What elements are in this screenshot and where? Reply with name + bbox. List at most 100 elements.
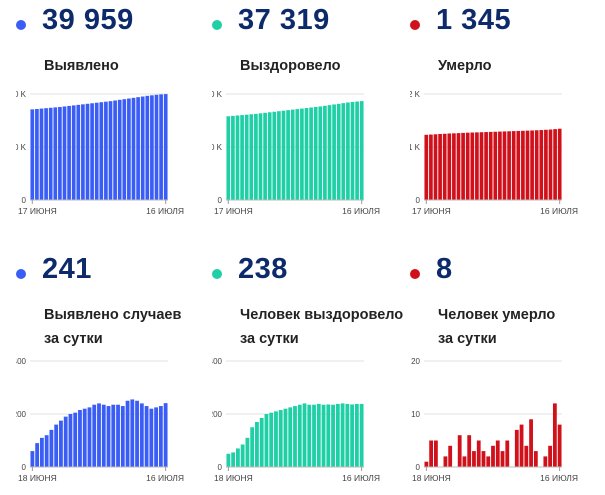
bar [502, 131, 507, 200]
bar [145, 95, 150, 200]
bar [149, 408, 154, 467]
y-tick-label: 1 K [410, 143, 421, 152]
bar [313, 106, 318, 200]
bar [525, 130, 530, 200]
x-start-label: 17 ИЮНЯ [412, 206, 451, 216]
bar [104, 101, 108, 200]
y-tick-label: 40 K [16, 90, 27, 99]
bar [424, 461, 429, 467]
bullet-dot-icon [16, 20, 26, 30]
bar [456, 133, 461, 200]
bar [274, 411, 278, 467]
bar [30, 451, 35, 467]
bar [493, 131, 498, 200]
bar [332, 104, 336, 200]
deaths-daily-chart: 0 10 20 18 ИЮНЯ 16 ИЮЛЯ [411, 357, 578, 483]
bar [438, 134, 442, 200]
bar [154, 94, 159, 200]
bar [302, 403, 307, 467]
bar [244, 114, 249, 200]
bar [87, 407, 92, 467]
bar [484, 132, 488, 200]
bar [534, 130, 539, 200]
bar [355, 101, 359, 200]
bar [312, 404, 316, 467]
bar [163, 94, 168, 200]
bar [44, 435, 49, 467]
bar [479, 132, 484, 200]
bar [495, 440, 500, 467]
bar [272, 111, 277, 200]
bar [53, 107, 58, 200]
x-end-label: 16 ИЮЛЯ [146, 206, 184, 216]
detected-total-chart: 0 20 K 40 K 17 ИЮНЯ 16 ИЮЛЯ [16, 90, 184, 216]
bar [63, 416, 68, 467]
deaths-total-chart: 0 1 K 2 K 17 ИЮНЯ 16 ИЮЛЯ [410, 90, 578, 216]
x-start-label: 18 ИЮНЯ [214, 473, 253, 483]
bar [511, 131, 516, 200]
y-tick-label: 0 [22, 463, 27, 472]
bar [433, 134, 438, 200]
bar [552, 403, 557, 467]
bar [49, 429, 54, 467]
bar [258, 113, 263, 200]
x-end-label: 16 ИЮЛЯ [540, 473, 578, 483]
bar [288, 407, 293, 467]
bar [462, 456, 467, 467]
y-tick-label: 0 [218, 196, 223, 205]
label-line-2: за сутки [240, 331, 299, 347]
bar [447, 133, 452, 200]
bar [340, 403, 345, 467]
bar [521, 130, 525, 200]
bar [67, 105, 71, 200]
bar [467, 435, 472, 467]
bar [326, 404, 331, 467]
bar [533, 451, 538, 467]
bar [544, 129, 548, 200]
bar [283, 408, 288, 467]
bar [514, 429, 519, 467]
bar [245, 437, 250, 467]
label-line-1: Выздоровело [240, 58, 341, 74]
label-line-1: Выявлено случаев [44, 307, 182, 323]
bar [150, 95, 154, 200]
bar [323, 105, 327, 200]
bar [82, 408, 87, 467]
deaths-daily-label: Человек умерло за сутки [438, 303, 555, 351]
bar [144, 406, 149, 467]
bar [111, 404, 116, 467]
bar [557, 128, 562, 200]
label-line-2: за сутки [44, 331, 103, 347]
bar [235, 115, 240, 200]
bar [452, 133, 456, 200]
bar [259, 417, 264, 467]
bar [539, 130, 544, 200]
bar [318, 106, 323, 200]
bar [113, 100, 117, 200]
bar [140, 96, 145, 200]
bar [316, 403, 321, 467]
bar [336, 103, 341, 200]
bar [135, 400, 139, 467]
y-tick-label: 0 [416, 196, 421, 205]
bar [97, 403, 101, 467]
bar [240, 115, 244, 200]
bar [127, 98, 131, 200]
bar [90, 103, 94, 200]
detected-daily-label: Выявлено случаев за сутки [44, 303, 181, 351]
y-tick-label: 0 [22, 196, 27, 205]
bar [130, 399, 135, 467]
bar [491, 445, 495, 467]
bar [85, 103, 90, 200]
bar [48, 107, 53, 200]
recovered-daily-label: Человек выздоровело за сутки [240, 303, 403, 351]
bullet-dot-icon [16, 269, 26, 279]
y-tick-label: 0 [416, 463, 421, 472]
bar [35, 443, 40, 467]
detected-daily-chart: 0 200 400 18 ИЮНЯ 16 ИЮЛЯ [16, 357, 184, 483]
bar [457, 435, 462, 467]
bar [346, 102, 350, 200]
bar [136, 97, 140, 200]
y-tick-label: 20 K [16, 143, 27, 152]
bar [548, 129, 553, 200]
